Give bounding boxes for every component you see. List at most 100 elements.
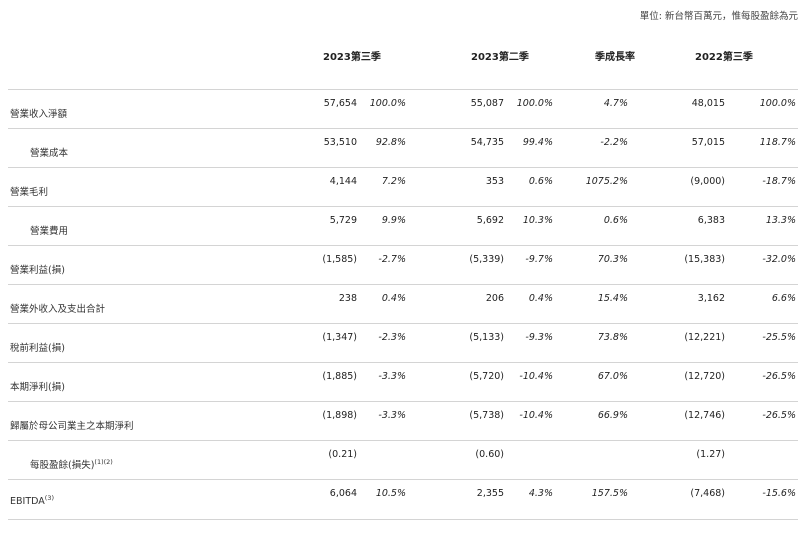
qoq-growth: 73.8%	[597, 332, 628, 343]
header-2022-q3: 2022第三季	[695, 52, 753, 63]
row-label-with-footnote: 每股盈餘(損失)(1)(2)	[30, 457, 113, 471]
value-2022-q3: (15,383)	[684, 254, 725, 265]
qoq-growth: 70.3%	[597, 254, 628, 265]
pct-2022-q3: 118.7%	[759, 137, 796, 148]
value-2022-q3: 3,162	[697, 293, 725, 304]
value-2023-q2: 55,087	[470, 98, 504, 109]
pct-2022-q3: -26.5%	[762, 410, 796, 421]
pct-2023-q2: -10.4%	[519, 410, 553, 421]
footnote-ref: (3)	[44, 493, 54, 502]
value-2023-q2: 54,735	[470, 137, 504, 148]
row-label: 營業外收入及支出合計	[10, 304, 106, 315]
value-2022-q3: (12,746)	[684, 410, 725, 421]
row-label: 稅前利益(損)	[10, 343, 65, 354]
row-label-with-footnote: EBITDA(3)	[10, 493, 54, 507]
value-2023-q3: 238	[338, 293, 357, 304]
value-2023-q3: 5,729	[329, 215, 357, 226]
value-2023-q2: (5,133)	[469, 332, 504, 343]
value-2023-q3: (0.21)	[328, 449, 357, 460]
value-2023-q2: (0.60)	[475, 449, 504, 460]
row-label: 營業利益(損)	[10, 265, 65, 276]
value-2022-q3: (12,221)	[684, 332, 725, 343]
row-label: EBITDA	[10, 496, 45, 507]
value-2022-q3: (12,720)	[684, 371, 725, 382]
table-row: 營業成本 53,510 92.8% 54,735 99.4% -2.2% 57,…	[8, 128, 798, 168]
value-2022-q3: (7,468)	[690, 488, 725, 499]
pct-2023-q2: -9.3%	[525, 332, 553, 343]
value-2023-q2: 5,692	[476, 215, 504, 226]
pct-2023-q2: 0.6%	[528, 176, 553, 187]
qoq-growth: 66.9%	[597, 410, 628, 421]
row-label: 本期淨利(損)	[10, 382, 65, 393]
pct-2023-q2: 10.3%	[522, 215, 553, 226]
table-row: 營業外收入及支出合計 238 0.4% 206 0.4% 15.4% 3,162…	[8, 284, 798, 324]
footnote-ref: (1)(2)	[94, 457, 113, 466]
pct-2023-q3: 10.5%	[375, 488, 406, 499]
value-2023-q2: (5,339)	[469, 254, 504, 265]
pct-2023-q2: 4.3%	[528, 488, 553, 499]
pct-2023-q3: 7.2%	[381, 176, 406, 187]
qoq-growth: 4.7%	[603, 98, 628, 109]
pct-2023-q3: 9.9%	[381, 215, 406, 226]
value-2022-q3: (9,000)	[690, 176, 725, 187]
pct-2023-q3: 0.4%	[381, 293, 406, 304]
value-2023-q2: (5,720)	[469, 371, 504, 382]
pct-2023-q3: -2.7%	[378, 254, 406, 265]
value-2022-q3: 6,383	[697, 215, 725, 226]
value-2022-q3: 57,015	[691, 137, 725, 148]
value-2023-q3: 57,654	[323, 98, 357, 109]
pct-2023-q3: 100.0%	[369, 98, 406, 109]
pct-2022-q3: 13.3%	[765, 215, 796, 226]
value-2023-q3: (1,585)	[322, 254, 357, 265]
table-row: 本期淨利(損) (1,885) -3.3% (5,720) -10.4% 67.…	[8, 362, 798, 402]
value-2023-q2: 2,355	[476, 488, 504, 499]
row-label: 營業收入淨額	[10, 109, 68, 120]
qoq-growth: 67.0%	[597, 371, 628, 382]
table-row: 營業收入淨額 57,654 100.0% 55,087 100.0% 4.7% …	[8, 89, 798, 129]
pct-2023-q2: -9.7%	[525, 254, 553, 265]
pct-2023-q3: 92.8%	[375, 137, 406, 148]
table-row: EBITDA(3) 6,064 10.5% 2,355 4.3% 157.5% …	[8, 479, 798, 520]
pct-2022-q3: -18.7%	[762, 176, 796, 187]
pct-2022-q3: 100.0%	[759, 98, 796, 109]
table-row: 營業費用 5,729 9.9% 5,692 10.3% 0.6% 6,383 1…	[8, 206, 798, 246]
pct-2023-q2: 99.4%	[522, 137, 553, 148]
value-2023-q3: (1,347)	[322, 332, 357, 343]
pct-2023-q2: -10.4%	[519, 371, 553, 382]
pct-2023-q3: -2.3%	[378, 332, 406, 343]
pct-2022-q3: -26.5%	[762, 371, 796, 382]
value-2023-q2: 206	[485, 293, 504, 304]
table-row: 營業毛利 4,144 7.2% 353 0.6% 1075.2% (9,000)…	[8, 167, 798, 207]
row-label: 營業毛利	[10, 187, 49, 198]
pct-2022-q3: -32.0%	[762, 254, 796, 265]
header-2023-q3: 2023第三季	[323, 52, 381, 63]
value-2023-q3: (1,885)	[322, 371, 357, 382]
row-label: 每股盈餘(損失)	[30, 460, 95, 471]
pct-2022-q3: -25.5%	[762, 332, 796, 343]
table-row: 每股盈餘(損失)(1)(2) (0.21) (0.60) (1.27)	[8, 440, 798, 480]
table-row: 營業利益(損) (1,585) -2.7% (5,339) -9.7% 70.3…	[8, 245, 798, 285]
unit-note: 單位: 新台幣百萬元，惟每股盈餘為元	[639, 11, 798, 22]
qoq-growth: 0.6%	[603, 215, 628, 226]
pct-2023-q2: 0.4%	[528, 293, 553, 304]
pct-2022-q3: 6.6%	[771, 293, 796, 304]
table-row: 稅前利益(損) (1,347) -2.3% (5,133) -9.3% 73.8…	[8, 323, 798, 363]
value-2023-q2: 353	[485, 176, 504, 187]
qoq-growth: 15.4%	[597, 293, 628, 304]
header-2023-q2: 2023第二季	[471, 52, 529, 63]
pct-2022-q3: -15.6%	[762, 488, 796, 499]
pct-2023-q3: -3.3%	[378, 371, 406, 382]
row-label: 歸屬於母公司業主之本期淨利	[10, 421, 134, 432]
value-2023-q2: (5,738)	[469, 410, 504, 421]
pct-2023-q3: -3.3%	[378, 410, 406, 421]
row-label: 營業成本	[30, 148, 69, 159]
table-row: 歸屬於母公司業主之本期淨利 (1,898) -3.3% (5,738) -10.…	[8, 401, 798, 441]
qoq-growth: 1075.2%	[585, 176, 628, 187]
value-2023-q3: 4,144	[329, 176, 357, 187]
value-2023-q3: 6,064	[329, 488, 357, 499]
value-2023-q3: (1,898)	[322, 410, 357, 421]
value-2022-q3: (1.27)	[696, 449, 725, 460]
qoq-growth: 157.5%	[591, 488, 628, 499]
value-2022-q3: 48,015	[691, 98, 725, 109]
header-qoq-growth: 季成長率	[595, 52, 635, 63]
